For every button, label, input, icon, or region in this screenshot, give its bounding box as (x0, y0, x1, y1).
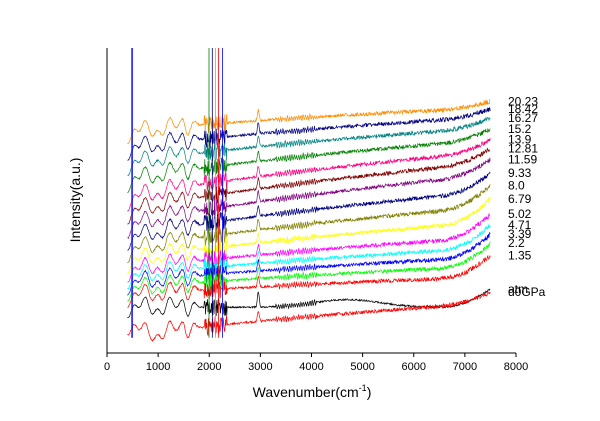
series-line (127, 116, 491, 176)
series-line (127, 157, 491, 239)
x-tick-label: 6000 (402, 361, 426, 373)
series-label: 15.2 (508, 122, 532, 136)
series-label: d0GPa (508, 285, 546, 299)
series-line (127, 291, 491, 343)
x-axis-title-end: ) (367, 384, 372, 400)
series-line (127, 196, 491, 275)
x-tick-label: 7000 (453, 361, 477, 373)
series-label: 9.33 (508, 166, 532, 180)
x-axis-title: Wavenumber(cm-1) (253, 383, 372, 400)
series-label: 4.71 (508, 218, 532, 232)
series-label: 2.2 (508, 236, 525, 250)
series-label: 20.23 (508, 94, 538, 108)
x-axis-title-superscript: -1 (359, 383, 367, 393)
series-label: 8.0 (508, 178, 525, 192)
series-label: 1.35 (508, 248, 532, 262)
x-tick-label: 5000 (350, 361, 374, 373)
series-label: 11.59 (508, 152, 537, 166)
series-label: 18.42 (508, 102, 538, 116)
series-line (127, 231, 491, 296)
series-line (127, 184, 491, 264)
series-label: 3.39 (508, 227, 532, 241)
series-line (127, 128, 491, 194)
series-line (127, 255, 491, 308)
series-line (127, 107, 491, 161)
series-label: 5.02 (508, 207, 532, 221)
x-tick-label: 4000 (299, 361, 323, 373)
y-axis-title: Intensity(a.u.) (67, 158, 83, 243)
series-layer (127, 48, 491, 343)
series-label: 12.81 (508, 142, 538, 156)
series-line (127, 212, 491, 283)
series-line (127, 99, 491, 145)
series-line (127, 288, 491, 319)
series-line (127, 171, 491, 251)
series-line (127, 224, 491, 290)
series-line (127, 241, 491, 302)
x-tick-label: 1000 (146, 361, 170, 373)
series-line (127, 138, 491, 212)
series-label-layer: 20.2318.4216.2715.213.912.8111.599.338.0… (508, 94, 546, 299)
x-tick-label: 2000 (197, 361, 221, 373)
series-label: 16.27 (508, 111, 538, 125)
x-tick-label: 3000 (248, 361, 272, 373)
series-label: 13.9 (508, 133, 532, 147)
x-tick-label: 0 (104, 361, 110, 373)
x-tick-label: 8000 (504, 361, 528, 373)
x-tick-layer: 0 1000 2000 3000 4000 5000 6000 7000 8000 (104, 353, 528, 373)
series-label: 6.79 (508, 192, 532, 206)
series-label: atm (508, 282, 528, 296)
series-line (127, 147, 491, 225)
